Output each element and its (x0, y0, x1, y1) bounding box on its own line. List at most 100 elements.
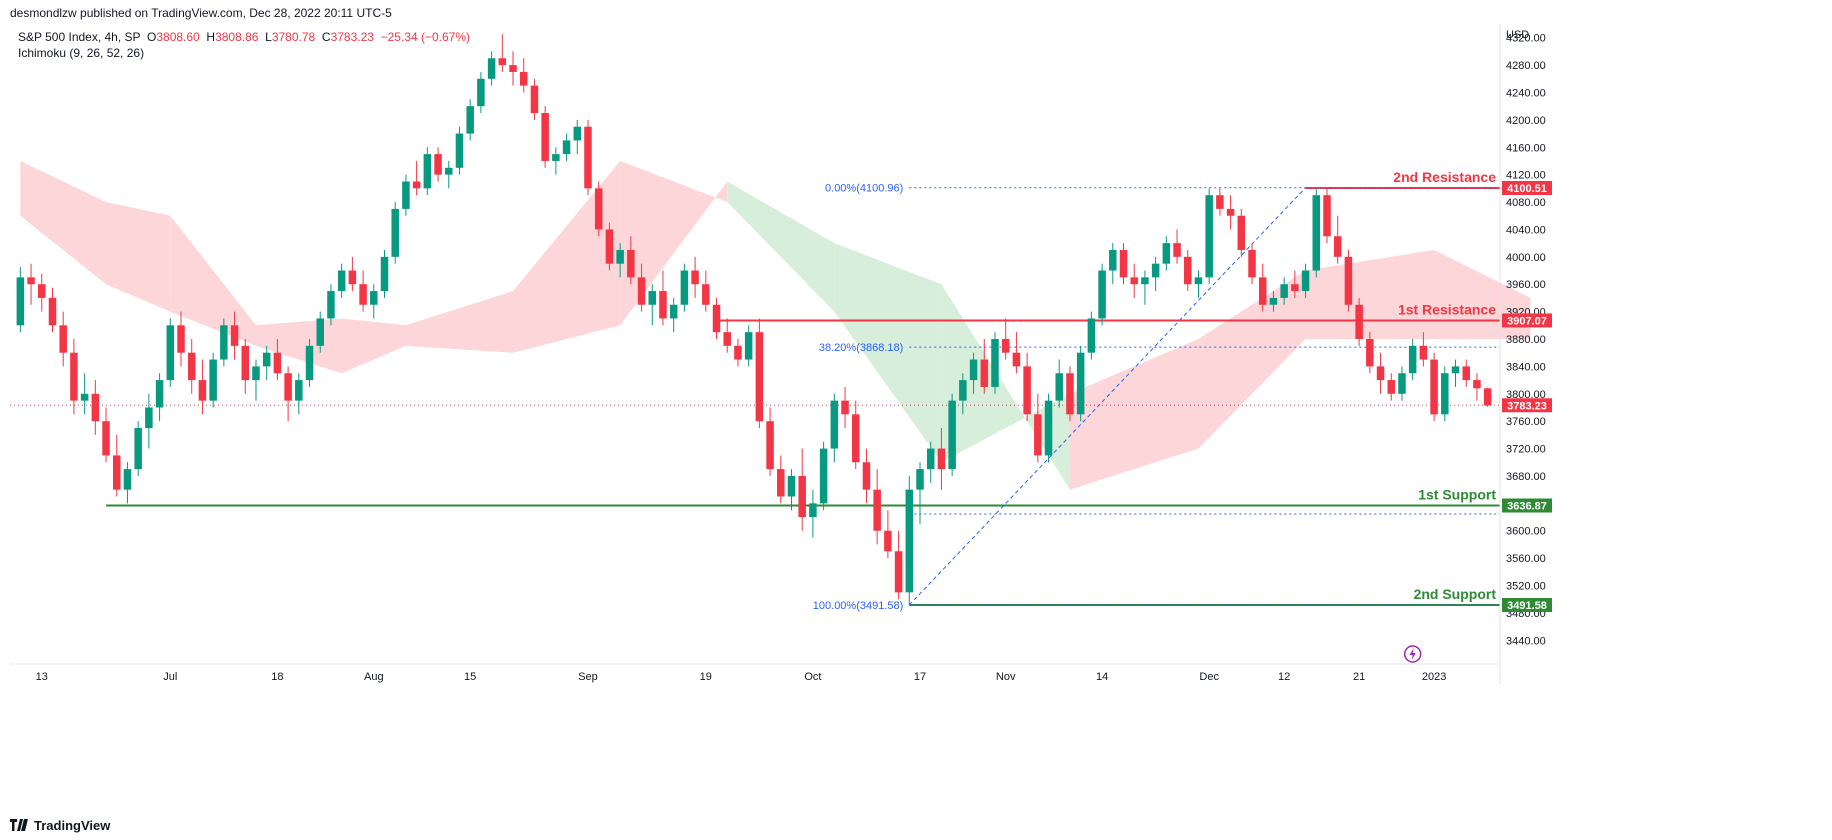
candle-body (80, 393, 89, 401)
open-value: 3808.60 (156, 30, 200, 44)
candle-body (1141, 277, 1149, 285)
published-text: desmondlzw published on TradingView.com,… (10, 6, 392, 20)
candle-body (48, 297, 57, 326)
y-tick-label: 4080.00 (1506, 197, 1546, 209)
cloud-segment (834, 243, 942, 463)
cloud-segment (513, 160, 621, 353)
candle-body (1355, 304, 1363, 339)
candle-up (1301, 263, 1310, 298)
candle-body (1098, 270, 1106, 319)
close-value: 3783.23 (330, 30, 374, 44)
candle-down (434, 147, 442, 182)
candle-up (370, 284, 378, 319)
candle-down (241, 339, 250, 394)
candle-up (916, 462, 924, 524)
candle-body (466, 106, 474, 134)
candle-up (1044, 393, 1053, 463)
candle-body (573, 126, 582, 141)
candle-body (316, 318, 324, 346)
level-tag-text: 3907.07 (1507, 315, 1547, 327)
candle-body (412, 181, 421, 189)
y-tick-label: 3680.00 (1506, 471, 1546, 483)
candle-down (637, 263, 646, 312)
candle-body (894, 551, 903, 593)
x-tick-label: Nov (996, 671, 1016, 683)
x-tick-label: 18 (271, 671, 283, 683)
levels: 2nd Resistance 1st Resistance 1st Support 2… (10, 169, 1500, 612)
candle-down (627, 236, 635, 285)
fib-level-label: 38.20%(3868.18) (819, 342, 903, 354)
candle-body (648, 291, 657, 305)
candle-body (1023, 366, 1031, 415)
candle-body (605, 229, 614, 264)
event-lightning-icon (1403, 645, 1422, 663)
candle-up (1194, 270, 1203, 298)
level-tag-text: 3491.58 (1507, 600, 1547, 612)
candle-body (1376, 366, 1385, 381)
candle-body (777, 469, 785, 497)
candle-body (659, 291, 667, 319)
candle-body (916, 469, 924, 490)
candle-body (123, 469, 132, 490)
candle-body (241, 345, 250, 381)
candle-down (1216, 188, 1224, 216)
candle-body (798, 475, 806, 518)
candle-body (498, 58, 507, 66)
candle-up (295, 373, 303, 415)
candle-up (1162, 236, 1171, 271)
candle-up (1269, 291, 1278, 312)
candle-up (680, 263, 689, 312)
candle-down (284, 366, 292, 422)
y-tick-label: 3600.00 (1506, 526, 1546, 538)
candle-up (1205, 188, 1213, 285)
candle-up (830, 393, 839, 463)
candle-up (252, 359, 260, 401)
candle-up (787, 469, 796, 511)
candle-up (466, 99, 474, 141)
candle-body (1226, 208, 1235, 216)
candle-down (1237, 208, 1246, 257)
candle-down (1258, 263, 1267, 312)
level-tag (1502, 180, 1552, 195)
price-chart[interactable]: 2nd Resistance 1st Resistance 1st Support 2… (10, 24, 1832, 812)
candle-down (766, 407, 774, 476)
candle-body (348, 270, 357, 285)
level-label: 1st Support (1418, 486, 1496, 502)
candle-up (1076, 345, 1085, 422)
footer: TradingView (10, 816, 110, 834)
cloud-segment (727, 181, 835, 312)
candle-down (112, 434, 121, 497)
candle-down (594, 181, 603, 237)
candle-body (509, 65, 517, 72)
candle-up (220, 318, 228, 367)
candle-body (1473, 380, 1481, 389)
x-tick-label: Dec (1199, 671, 1219, 683)
y-tick-label: 4280.00 (1506, 60, 1546, 72)
candle-body (1344, 256, 1353, 305)
level-label: 2nd Resistance (1393, 169, 1496, 185)
candle-down (723, 318, 731, 353)
candle-body (1151, 263, 1160, 278)
candle-body (862, 462, 871, 490)
chart-frame[interactable]: 2nd Resistance 1st Resistance 1st Support 2… (10, 24, 1832, 812)
candle-body (16, 277, 25, 326)
candle-down (1376, 352, 1385, 394)
candle-body (819, 448, 828, 504)
candle-up (926, 441, 935, 483)
candle-body (755, 332, 764, 422)
candle-body (359, 284, 367, 305)
candle-up (1098, 263, 1106, 326)
x-tick-label: 21 (1353, 671, 1365, 683)
candle-body (787, 475, 796, 497)
candle-down (755, 318, 764, 429)
candle-down (862, 448, 871, 504)
candle-up (123, 462, 132, 504)
candle-up (562, 133, 571, 161)
candle-body (1462, 366, 1470, 381)
indicator-legend[interactable]: Ichimoku (9, 26, 52, 26) (18, 46, 144, 60)
candle-up (1055, 359, 1063, 408)
symbol-name: S&P 500 Index, 4h, SP (18, 30, 141, 44)
candle-down (937, 428, 946, 490)
candle-body (1173, 243, 1181, 257)
candle-up (669, 297, 678, 333)
